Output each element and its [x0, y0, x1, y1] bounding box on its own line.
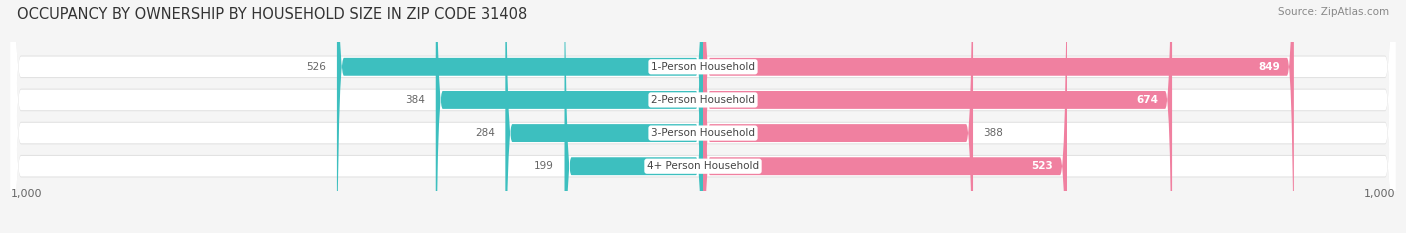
- Text: OCCUPANCY BY OWNERSHIP BY HOUSEHOLD SIZE IN ZIP CODE 31408: OCCUPANCY BY OWNERSHIP BY HOUSEHOLD SIZE…: [17, 7, 527, 22]
- Text: Source: ZipAtlas.com: Source: ZipAtlas.com: [1278, 7, 1389, 17]
- FancyBboxPatch shape: [10, 0, 1396, 233]
- FancyBboxPatch shape: [703, 0, 1067, 233]
- Text: 199: 199: [534, 161, 554, 171]
- FancyBboxPatch shape: [10, 0, 1396, 233]
- FancyBboxPatch shape: [337, 0, 703, 233]
- Text: 3-Person Household: 3-Person Household: [651, 128, 755, 138]
- Text: 526: 526: [307, 62, 326, 72]
- FancyBboxPatch shape: [436, 0, 703, 233]
- FancyBboxPatch shape: [564, 0, 703, 233]
- Text: 1,000: 1,000: [1364, 189, 1396, 199]
- FancyBboxPatch shape: [10, 0, 1396, 233]
- Text: 523: 523: [1032, 161, 1053, 171]
- Text: 384: 384: [405, 95, 425, 105]
- Text: 284: 284: [475, 128, 495, 138]
- FancyBboxPatch shape: [703, 0, 973, 233]
- FancyBboxPatch shape: [10, 0, 1396, 233]
- Text: 388: 388: [983, 128, 1004, 138]
- FancyBboxPatch shape: [10, 0, 1396, 233]
- Text: 674: 674: [1136, 95, 1159, 105]
- FancyBboxPatch shape: [703, 0, 1294, 233]
- Text: 4+ Person Household: 4+ Person Household: [647, 161, 759, 171]
- Text: 1,000: 1,000: [10, 189, 42, 199]
- FancyBboxPatch shape: [10, 0, 1396, 233]
- FancyBboxPatch shape: [10, 0, 1396, 233]
- Text: 849: 849: [1258, 62, 1279, 72]
- FancyBboxPatch shape: [505, 0, 703, 233]
- FancyBboxPatch shape: [703, 0, 1173, 233]
- Text: 2-Person Household: 2-Person Household: [651, 95, 755, 105]
- FancyBboxPatch shape: [10, 0, 1396, 233]
- Text: 1-Person Household: 1-Person Household: [651, 62, 755, 72]
